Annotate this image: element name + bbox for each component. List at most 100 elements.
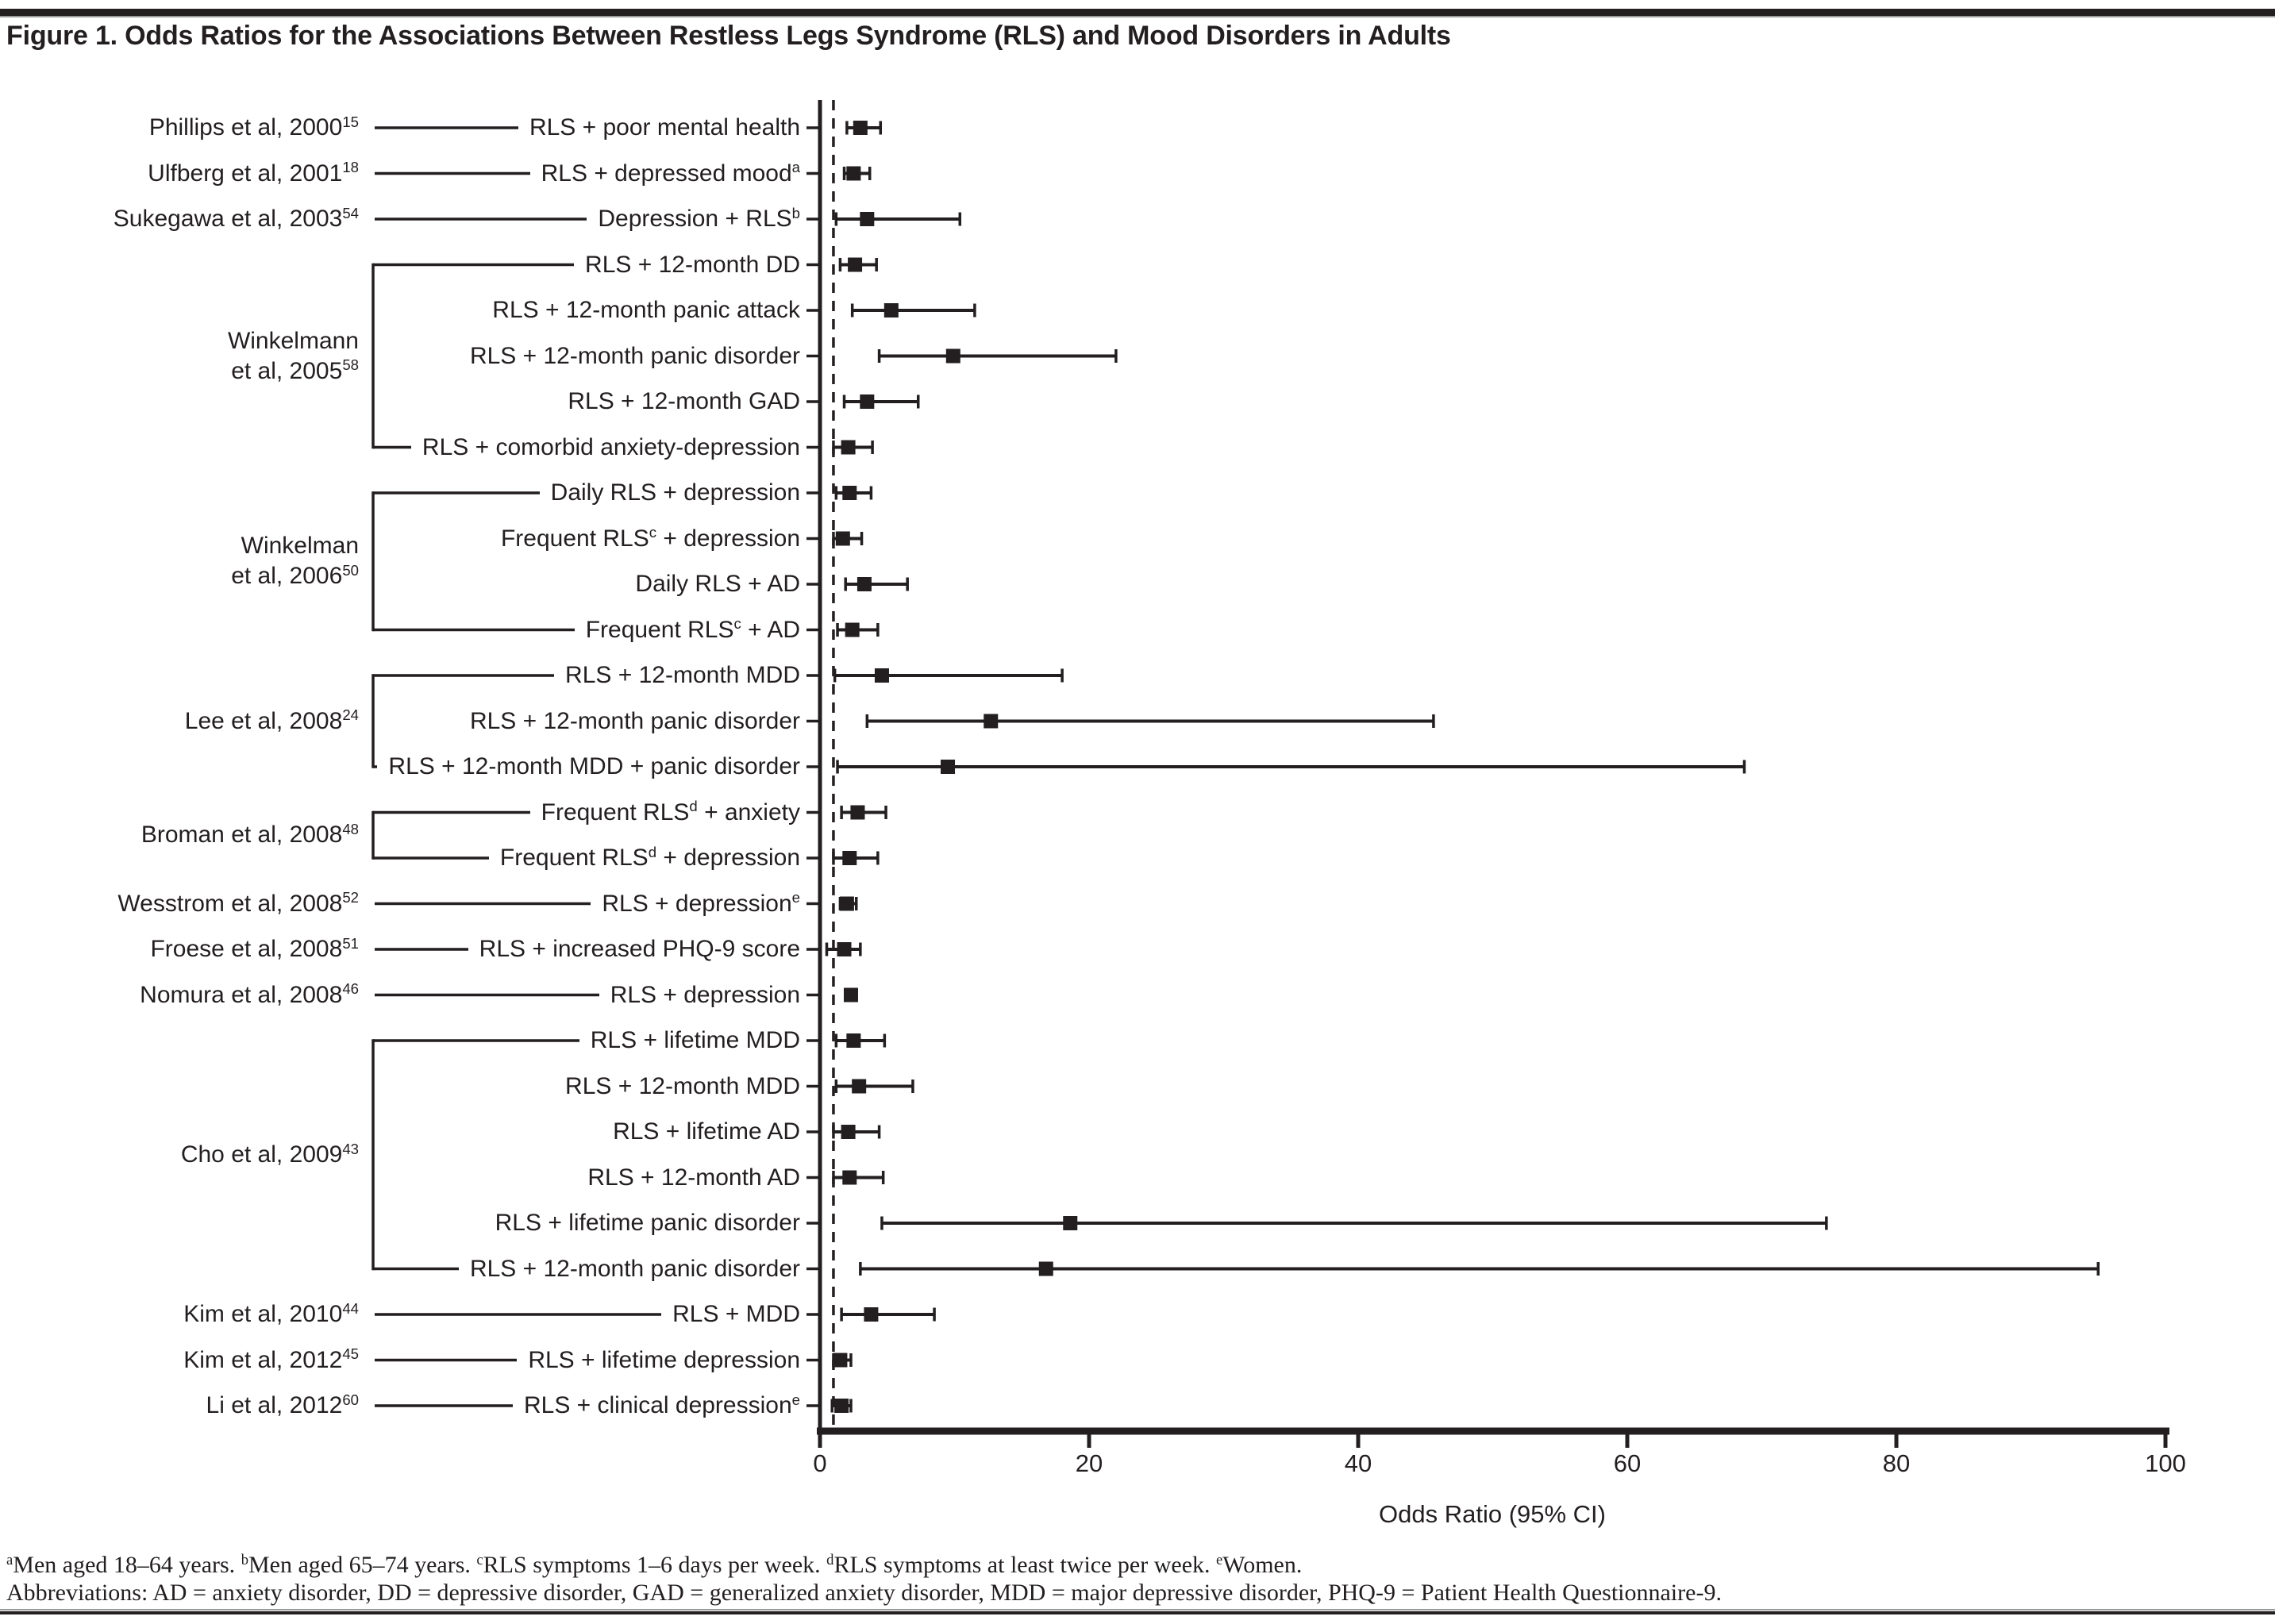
or-point-square <box>842 486 857 500</box>
figure-title: Figure 1. Odds Ratios for the Associatio… <box>6 21 1451 51</box>
or-point-square <box>845 622 860 637</box>
superscript: 54 <box>342 204 359 221</box>
outcome-label: RLS + MDD <box>672 1301 800 1327</box>
study-label: Nomura et al, 200846 <box>140 980 359 1013</box>
or-point-square <box>853 121 868 135</box>
outcome-label: RLS + 12-month panic disorder <box>469 707 800 734</box>
or-point-square <box>842 1170 857 1185</box>
superscript: 44 <box>342 1299 359 1317</box>
top-rule-shadow <box>0 16 2275 17</box>
superscript: c <box>733 615 741 633</box>
outcome-label: RLS + depressione <box>602 889 800 917</box>
x-tick-label: 40 <box>1344 1449 1372 1477</box>
superscript: e <box>791 1391 800 1408</box>
superscript: 51 <box>342 934 359 952</box>
outcome-label: Depression + RLSb <box>598 204 800 232</box>
study-label-line: Broman et al, 200848 <box>141 821 359 849</box>
or-point-square <box>860 212 875 226</box>
or-point-square <box>835 531 850 546</box>
superscript: 15 <box>342 113 359 130</box>
superscript: 18 <box>342 159 359 176</box>
superscript: a <box>6 1551 13 1568</box>
superscript: 50 <box>342 562 359 579</box>
or-point-square <box>1063 1216 1078 1230</box>
or-point-square <box>945 348 960 364</box>
outcome-label: RLS + lifetime AD <box>613 1118 800 1145</box>
footnote-line1: aMen aged 18–64 years. bMen aged 65–74 y… <box>6 1551 1303 1578</box>
outcome-label: RLS + 12-month MDD + panic disorder <box>388 753 800 779</box>
outcome-label: Daily RLS + depression <box>550 479 800 506</box>
superscript: 46 <box>342 980 359 998</box>
outcome-label: RLS + lifetime depression <box>528 1346 800 1373</box>
outcome-label: RLS + poor mental health <box>529 114 800 140</box>
study-label-line: Lee et al, 200824 <box>184 706 359 734</box>
or-point-square <box>850 805 865 820</box>
study-label-line: Phillips et al, 200015 <box>148 113 359 140</box>
superscript: c <box>649 524 657 541</box>
outcome-label: Frequent RLSc + AD <box>585 615 800 643</box>
superscript: 43 <box>342 1140 359 1157</box>
outcome-label: RLS + 12-month DD <box>585 251 800 278</box>
outcome-label: RLS + 12-month MDD <box>565 1072 800 1099</box>
x-axis-title: Odds Ratio (95% CI) <box>1379 1500 1606 1528</box>
study-label: Sukegawa et al, 200354 <box>114 204 359 237</box>
superscript: c <box>476 1551 483 1568</box>
outcome-label: Daily RLS + AD <box>635 571 800 597</box>
superscript: d <box>648 843 657 860</box>
or-point-square <box>848 257 863 272</box>
outcome-label: RLS + increased PHQ-9 score <box>479 936 800 962</box>
study-label-line: et al, 200650 <box>231 562 359 590</box>
study-label-line: Wesstrom et al, 200852 <box>117 889 359 917</box>
outcome-label: RLS + 12-month panic attack <box>492 297 800 323</box>
or-point-square <box>846 1033 861 1048</box>
or-point-square <box>841 1125 856 1139</box>
study-label-line: et al, 200558 <box>231 356 359 384</box>
bottom-rule-shadow <box>0 1609 2275 1611</box>
bottom-rule <box>0 1611 2275 1614</box>
study-label: Lee et al, 200824 <box>185 706 359 739</box>
study-label: Cho et al, 200943 <box>181 1140 359 1172</box>
study-label: Ulfberg et al, 200118 <box>148 159 359 191</box>
study-label-line: Kim et al, 201245 <box>183 1345 359 1373</box>
outcome-label: RLS + comorbid anxiety-depression <box>422 433 800 460</box>
outcome-label: RLS + 12-month AD <box>587 1164 800 1191</box>
superscript: 60 <box>342 1391 359 1408</box>
superscript: 58 <box>342 356 359 374</box>
superscript: 48 <box>342 821 359 838</box>
study-label-line: Winkelmann <box>227 327 359 354</box>
or-point-square <box>856 577 872 591</box>
outcome-label: RLS + 12-month panic disorder <box>469 1255 800 1282</box>
or-point-square <box>984 714 999 729</box>
superscript: b <box>241 1551 248 1568</box>
study-label: Li et al, 201260 <box>206 1391 359 1423</box>
superscript: 52 <box>342 889 359 906</box>
or-point-square <box>874 668 889 683</box>
outcome-label: RLS + 12-month GAD <box>568 388 800 414</box>
study-label: Winkelman et al, 200650 <box>231 531 359 594</box>
outcome-label: Frequent RLSc + depression <box>500 524 800 552</box>
or-point-square <box>842 851 857 865</box>
outcome-label: Frequent RLSd + depression <box>499 843 800 871</box>
study-label: Winkelmann et al, 200558 <box>228 326 359 389</box>
study-label: Kim et al, 201044 <box>183 1299 359 1332</box>
x-tick-label: 80 <box>1882 1449 1911 1477</box>
superscript: a <box>791 159 800 176</box>
or-point-square <box>846 166 861 181</box>
outcome-label: RLS + clinical depressione <box>523 1391 800 1418</box>
outcome-label: RLS + depression <box>610 981 800 1008</box>
x-tick-label: 20 <box>1075 1449 1103 1477</box>
superscript: b <box>791 204 800 221</box>
or-point-square <box>843 987 858 1002</box>
top-rule <box>0 9 2275 16</box>
or-point-square <box>839 896 854 911</box>
superscript: 45 <box>342 1345 359 1363</box>
or-point-square <box>841 440 856 455</box>
superscript: e <box>791 889 800 906</box>
or-point-square <box>864 1307 879 1322</box>
footnote-line2: Abbreviations: AD = anxiety disorder, DD… <box>6 1580 1722 1606</box>
superscript: d <box>689 798 698 815</box>
study-label-line: Winkelman <box>241 533 359 560</box>
outcome-label: RLS + 12-month MDD <box>565 662 800 688</box>
